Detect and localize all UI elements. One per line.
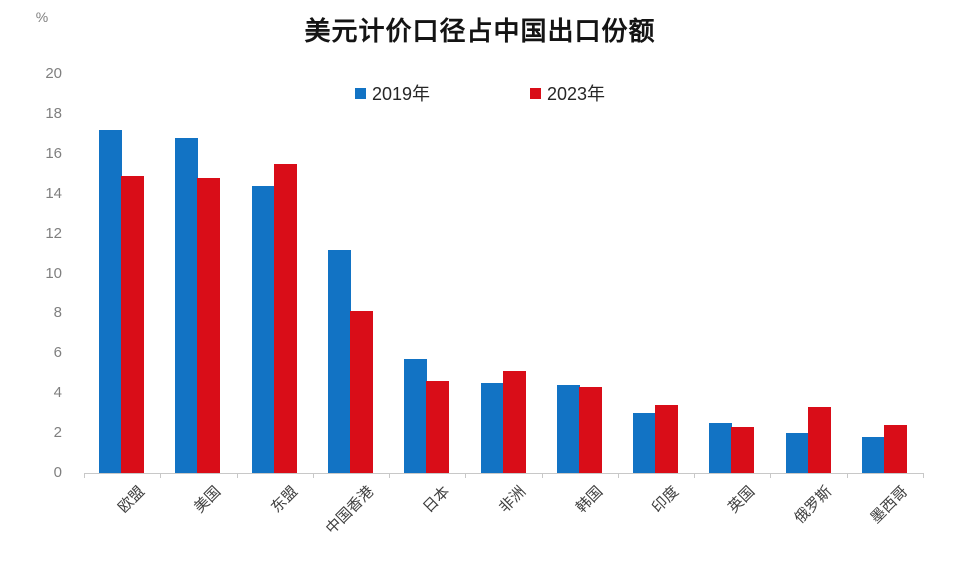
y-tick-label: 18 [45,104,62,122]
category-label: 欧盟 [115,483,149,517]
category-label: 印度 [648,483,683,517]
category-label: 墨西哥 [867,483,912,527]
x-axis-tick [923,473,924,478]
x-axis-tick [312,473,314,478]
x-axis-tick [84,473,85,478]
legend-label-2019: 2019年 [371,84,430,104]
legend-swatch-2023 [530,87,541,99]
bar-2023-10 [883,425,907,473]
category-label: 日本 [420,483,454,517]
y-tick-label: 20 [45,65,62,82]
category-label: 中国香港 [322,483,378,538]
bar-2023-9 [807,407,831,473]
bar-2019-10 [861,437,885,473]
bar-2019-2 [251,186,275,473]
x-axis-tick [160,473,162,478]
x-axis-tick [846,473,848,478]
bar-2023-2 [273,164,297,473]
category-label: 韩国 [572,483,606,517]
y-tick-label: 6 [53,344,62,362]
bar-2023-6 [578,387,602,473]
x-axis-tick [694,473,696,478]
y-tick-label: 4 [53,384,62,402]
bar-2019-7 [633,413,657,473]
category-label: 美国 [191,483,225,517]
y-tick-label: 16 [45,144,62,162]
y-axis-unit-label: % [35,9,49,25]
x-axis-tick [236,473,238,478]
legend-item-2023: 2023年 [530,80,605,106]
bar-2023-5 [502,371,526,473]
bar-2019-6 [556,385,580,473]
y-tick-label: 14 [45,184,62,202]
category-label: 东盟 [267,483,301,517]
x-axis-tick [389,473,391,478]
y-tick-label: 2 [53,424,62,442]
y-tick-label: 8 [53,304,62,322]
bar-2023-0 [121,176,145,473]
bar-2019-0 [99,130,123,473]
bar-2023-7 [655,405,679,473]
category-label: 英国 [725,483,759,517]
legend-swatch-2019 [354,87,366,99]
x-axis-tick [465,473,467,478]
y-tick-label: 0 [53,464,62,481]
legend-item-2019: 2019年 [354,80,430,106]
bar-2019-4 [404,359,428,473]
x-axis-line [84,473,923,474]
bar-2019-5 [480,383,504,473]
bar-2019-3 [327,250,351,473]
category-label: 俄罗斯 [790,483,835,527]
y-tick-label: 12 [45,224,62,242]
chart-title: 美元计价口径占中国出口份额 [304,17,656,46]
legend: 2019年 2023年 [0,80,960,106]
x-axis-tick [541,473,543,478]
x-axis-tick [770,473,772,478]
bar-2023-1 [197,178,221,473]
bar-2019-1 [175,138,199,473]
bar-2023-8 [731,427,755,473]
bar-2023-3 [349,311,373,473]
bar-2023-4 [426,381,450,473]
legend-label-2023: 2023年 [547,84,606,104]
x-axis-tick [617,473,619,478]
bar-2019-8 [709,423,733,473]
category-label: 非洲 [496,483,530,517]
y-tick-label: 10 [45,264,62,282]
bar-2019-9 [785,433,809,473]
